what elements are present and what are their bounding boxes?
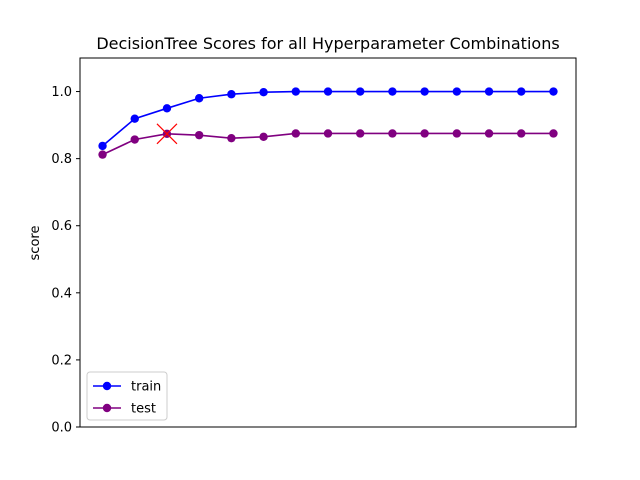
data-point-train	[420, 87, 429, 96]
data-point-train	[549, 87, 558, 96]
y-tick-label: 1.0	[51, 85, 72, 100]
data-point-test	[452, 129, 462, 138]
axes-frame	[79, 57, 577, 428]
series-test	[98, 129, 558, 159]
data-point-test	[130, 135, 139, 144]
legend-label: train	[131, 380, 161, 395]
data-point-test	[98, 150, 107, 159]
data-point-train	[162, 104, 172, 113]
data-point-test	[517, 129, 526, 138]
data-point-test	[549, 129, 558, 138]
y-tick-label: 0.0	[51, 421, 72, 436]
data-point-test	[388, 129, 397, 138]
data-point-train	[291, 87, 300, 96]
data-point-train	[517, 87, 526, 96]
legend-swatch-marker	[102, 381, 112, 391]
legend: train test	[86, 371, 168, 421]
plot-area	[79, 57, 577, 428]
best-marker-stroke	[156, 123, 178, 145]
data-point-train	[259, 88, 268, 97]
data-point-train	[388, 87, 397, 96]
chart-title: DecisionTree Scores for all Hyperparamet…	[96, 34, 559, 53]
legend-swatch-marker	[102, 403, 112, 413]
data-point-test	[291, 129, 300, 138]
series-train	[98, 87, 558, 151]
legend-item-train: train	[93, 380, 161, 395]
y-tick-label: 0.2	[51, 353, 72, 368]
best-score-marker	[156, 123, 178, 145]
data-point-test	[484, 129, 494, 138]
y-tick-label: 0.6	[51, 219, 72, 234]
data-point-test	[194, 130, 204, 140]
legend-label: test	[131, 402, 156, 417]
y-tick-label: 0.4	[51, 286, 72, 301]
data-point-test	[420, 129, 429, 138]
data-point-test	[227, 133, 236, 143]
data-point-train	[227, 90, 236, 99]
data-point-train	[356, 87, 365, 96]
legend-item-test: test	[93, 402, 156, 417]
data-point-train	[194, 94, 204, 103]
series-layer	[98, 87, 558, 159]
data-point-train	[130, 114, 139, 123]
data-point-train	[98, 141, 107, 151]
data-point-train	[452, 87, 462, 96]
y-axis: 0.0 0.2 0.4 0.6 0.8 1.0	[51, 85, 80, 436]
y-axis-label: score	[28, 226, 43, 261]
data-point-test	[323, 129, 333, 138]
data-point-train	[484, 87, 494, 96]
y-tick-label: 0.8	[51, 152, 72, 167]
data-point-test	[259, 132, 268, 142]
data-point-test	[356, 129, 365, 138]
data-point-train	[323, 87, 333, 96]
